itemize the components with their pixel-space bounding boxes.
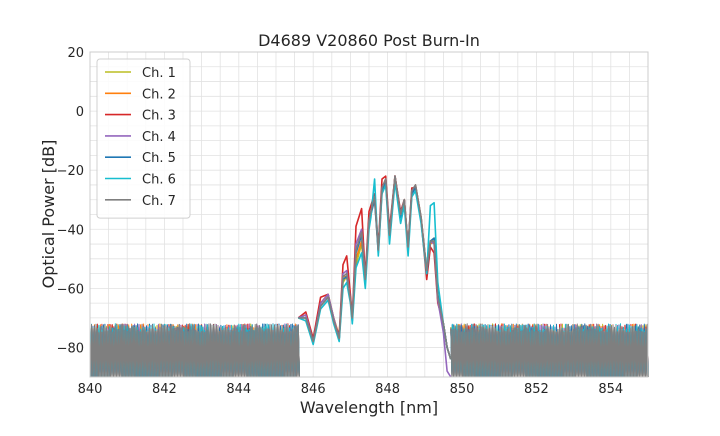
legend-label: Ch. 1 (142, 66, 176, 81)
x-tick-label: 842 (152, 382, 177, 397)
y-tick-label: −80 (57, 341, 84, 356)
tick-labels: 840 842 844 846 848 850 852 854 −80 −60 −40 −20 0 20 (57, 46, 624, 397)
series-noise-7 (450, 323, 649, 378)
legend-label: Ch. 2 (142, 87, 176, 102)
x-tick-label: 840 (78, 382, 103, 397)
legend-label: Ch. 4 (142, 130, 176, 145)
legend-label: Ch. 5 (142, 151, 176, 166)
x-tick-label: 854 (598, 382, 623, 397)
y-tick-label: −20 (57, 164, 84, 179)
x-tick-label: 848 (375, 382, 400, 397)
y-axis-label: Optical Power [dB] (39, 140, 58, 289)
legend-label: Ch. 3 (142, 109, 176, 124)
x-tick-label: 846 (301, 382, 326, 397)
y-tick-label: 0 (76, 105, 84, 120)
y-tick-label: −40 (57, 223, 84, 238)
series-noise-7 (89, 323, 300, 378)
series-line-6 (298, 178, 452, 360)
y-tick-label: 20 (67, 46, 84, 61)
y-tick-label: −60 (57, 282, 84, 297)
legend-label: Ch. 6 (142, 173, 176, 188)
series-layer (297, 175, 452, 378)
chart-title: D4689 V20860 Post Burn-In (258, 31, 480, 50)
x-tick-label: 850 (450, 382, 475, 397)
x-tick-label: 852 (524, 382, 549, 397)
x-tick-label: 844 (226, 382, 251, 397)
series-line-7 (298, 175, 452, 360)
plot-frame (89, 51, 649, 378)
x-axis-label: Wavelength [nm] (300, 398, 438, 417)
legend-label: Ch. 7 (142, 194, 176, 209)
legend: Ch. 1 Ch. 2 Ch. 3 Ch. 4 Ch. 5 Ch. 6 Ch. 7 (96, 58, 191, 219)
noise-floor-layer (89, 323, 649, 378)
